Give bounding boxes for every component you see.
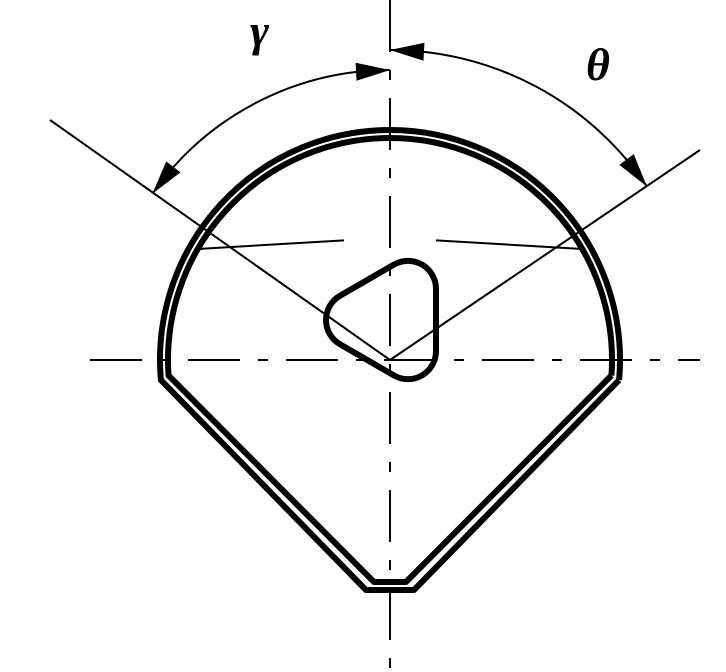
arrowhead-gamma-start: [356, 63, 390, 81]
arrowhead-gamma-end: [152, 161, 180, 193]
arrowhead-theta-end: [390, 43, 424, 61]
arrowhead-theta-start: [619, 154, 647, 187]
label-gamma: γ: [250, 5, 270, 56]
construction-ray-left: [198, 240, 344, 249]
inner-rounded-triangle: [326, 261, 436, 379]
label-theta: θ: [586, 39, 610, 90]
